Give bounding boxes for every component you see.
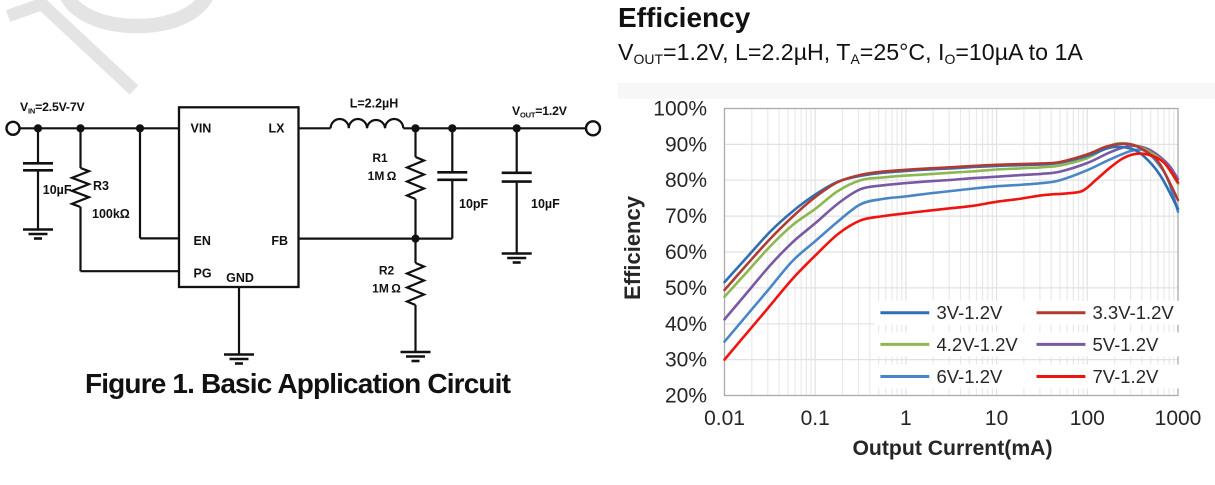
svg-text:1000: 1000 xyxy=(1155,407,1202,430)
svg-text:10µF: 10µF xyxy=(531,197,560,211)
svg-text:EN: EN xyxy=(194,234,211,248)
svg-text:GND: GND xyxy=(226,271,254,285)
svg-text:1: 1 xyxy=(900,407,912,430)
svg-text:PG: PG xyxy=(194,267,212,281)
svg-text:50%: 50% xyxy=(665,277,707,300)
svg-text:R1: R1 xyxy=(372,151,388,165)
svg-text:70%: 70% xyxy=(665,205,707,228)
svg-text:10: 10 xyxy=(985,407,1008,430)
svg-text:1M Ω: 1M Ω xyxy=(368,169,397,183)
svg-text:1M Ω: 1M Ω xyxy=(372,282,401,296)
svg-text:3V-1.2V: 3V-1.2V xyxy=(937,302,1003,323)
svg-text:10µF: 10µF xyxy=(43,183,72,197)
svg-text:R2: R2 xyxy=(379,264,395,278)
svg-text:L=2.2µH: L=2.2µH xyxy=(350,97,399,111)
svg-text:LX: LX xyxy=(269,122,286,136)
svg-text:VIN: VIN xyxy=(191,122,212,136)
svg-text:Output Current(mA): Output Current(mA) xyxy=(852,437,1052,460)
svg-text:VIN=2.5V-7V: VIN=2.5V-7V xyxy=(20,100,85,116)
svg-text:5V-1.2V: 5V-1.2V xyxy=(1093,334,1159,355)
svg-text:100%: 100% xyxy=(653,98,707,121)
svg-text:10pF: 10pF xyxy=(459,197,489,211)
svg-text:Efficiency: Efficiency xyxy=(620,195,645,300)
svg-text:4.2V-1.2V: 4.2V-1.2V xyxy=(937,334,1019,355)
svg-text:20%: 20% xyxy=(665,385,707,408)
svg-text:90%: 90% xyxy=(665,133,707,156)
svg-text:30%: 30% xyxy=(665,349,707,372)
svg-text:100kΩ: 100kΩ xyxy=(92,207,130,221)
svg-text:40%: 40% xyxy=(665,313,707,336)
svg-text:R3: R3 xyxy=(93,179,109,193)
svg-text:0.01: 0.01 xyxy=(704,407,745,430)
svg-text:80%: 80% xyxy=(665,169,707,192)
svg-text:FB: FB xyxy=(271,234,288,248)
svg-text:7V-1.2V: 7V-1.2V xyxy=(1093,366,1159,387)
svg-text:0.1: 0.1 xyxy=(801,407,830,430)
svg-text:6V-1.2V: 6V-1.2V xyxy=(937,366,1003,387)
svg-text:3.3V-1.2V: 3.3V-1.2V xyxy=(1093,302,1175,323)
svg-text:60%: 60% xyxy=(665,241,707,264)
svg-text:100: 100 xyxy=(1070,407,1105,430)
